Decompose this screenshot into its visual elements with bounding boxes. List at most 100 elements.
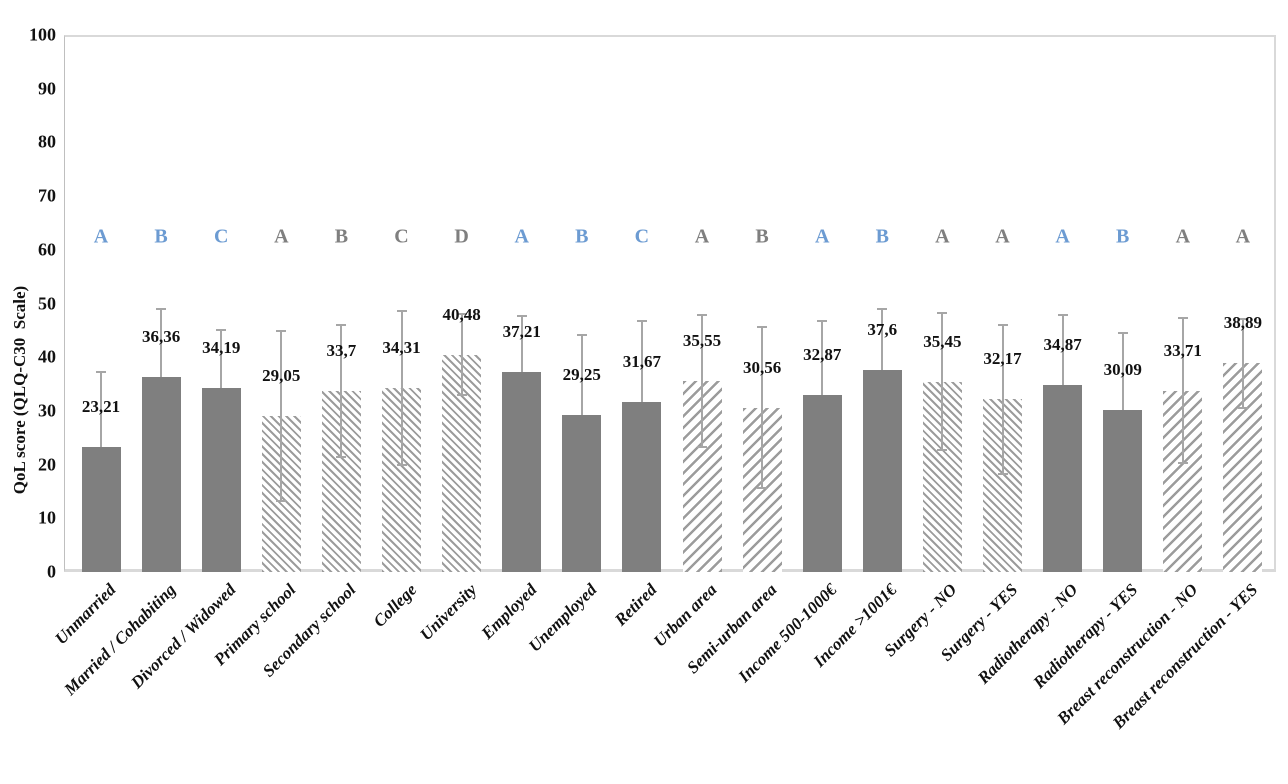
data-label-surgery-yes: 32,17 (983, 349, 1022, 369)
data-label-income-1001: 37,6 (867, 320, 898, 340)
error-bar-cap-top (1117, 332, 1128, 335)
y-tick-label: 70 (38, 185, 56, 206)
error-bar-cap-bottom (1237, 406, 1248, 409)
data-label-surgery-no: 35,45 (923, 331, 962, 351)
x-tick-label-university: University (415, 580, 481, 645)
error-bar-cap-top (396, 309, 407, 312)
significance-letter-breast-reconstruction-no: A (1175, 225, 1191, 248)
significance-letter-primary-school: A (274, 225, 289, 248)
error-bar-breast-reconstruction-yes (1241, 318, 1244, 408)
error-bar-cap-top (276, 329, 287, 332)
significance-letter-surgery-yes: A (995, 225, 1010, 248)
significance-letter-retired: C (634, 225, 650, 248)
error-bar-semi-urban-area (761, 327, 764, 489)
bar-radiotherapy-no (1043, 384, 1083, 572)
error-bar-cap-bottom (1177, 462, 1188, 465)
error-bar-unemployed (580, 335, 583, 415)
error-bar-university (460, 314, 463, 395)
error-bar-cap-bottom (697, 446, 707, 449)
error-bar-cap-top (516, 314, 527, 317)
data-label-college: 34,31 (382, 337, 421, 357)
bar-retired (622, 401, 662, 572)
significance-letter-university: D (454, 225, 469, 248)
data-label-radiotherapy-no: 34,87 (1043, 334, 1082, 354)
significance-letter-unmarried: A (93, 225, 109, 248)
bar-radiotherapy-yes (1103, 410, 1143, 572)
error-bar-cap-top (456, 313, 467, 316)
error-bar-cap-top (96, 371, 106, 374)
y-tick-label: 80 (38, 131, 56, 152)
error-bar-breast-reconstruction-no (1181, 318, 1184, 464)
y-axis-title: QoL score (QLQ-C30 Scale) (10, 285, 29, 495)
data-label-radiotherapy-yes: 30,09 (1103, 360, 1142, 380)
error-bar-surgery-yes (1001, 324, 1004, 474)
error-bar-cap-top (817, 319, 828, 322)
significance-letter-unemployed: B (575, 225, 589, 248)
error-bar-married-cohabiting (160, 309, 163, 377)
y-tick-label: 20 (38, 454, 56, 475)
data-label-breast-reconstruction-yes: 38,89 (1223, 313, 1263, 333)
data-label-unemployed: 29,25 (562, 364, 601, 384)
error-bar-radiotherapy-yes (1121, 333, 1124, 411)
error-bar-cap-bottom (757, 487, 768, 490)
error-bar-cap-top (877, 307, 888, 310)
significance-letter-urban-area: A (694, 225, 710, 248)
error-bar-employed (520, 315, 523, 373)
error-bar-cap-top (156, 308, 167, 311)
data-label-divorced-widowed: 34,19 (202, 338, 241, 358)
significance-letter-income-1001: B (875, 225, 889, 248)
data-label-university: 40,48 (442, 304, 481, 324)
bar-unmarried (81, 447, 121, 572)
data-label-secondary-school: 33,7 (326, 341, 357, 361)
error-bar-unmarried (100, 372, 102, 448)
significance-letter-surgery-no: A (935, 225, 950, 248)
error-bar-cap-bottom (396, 463, 407, 466)
error-bar-cap-top (216, 328, 227, 331)
y-tick-label: 90 (38, 78, 56, 99)
x-tick-label-divorced-widowed: Divorced / Widowed (127, 580, 240, 693)
error-bar-primary-school (280, 330, 283, 502)
significance-letter-radiotherapy-yes: B (1116, 225, 1130, 248)
error-bar-income-500-1000 (821, 320, 824, 396)
error-bar-cap-top (576, 334, 587, 337)
error-bar-cap-top (757, 326, 768, 329)
x-tick-label-radiotherapy-yes: Radiotherapy - YES (1029, 580, 1142, 693)
error-bar-cap-bottom (276, 500, 287, 503)
error-bar-cap-top (997, 323, 1008, 326)
error-bar-secondary-school (340, 324, 343, 458)
data-label-unmarried: 23,21 (81, 397, 121, 417)
bar-unemployed (562, 414, 602, 572)
significance-letter-radiotherapy-no: A (1055, 225, 1070, 248)
x-tick-label-retired: Retired (610, 580, 661, 630)
bar-divorced-widowed (201, 388, 241, 572)
significance-letter-divorced-widowed: C (213, 225, 229, 248)
data-label-urban-area: 35,55 (682, 331, 722, 351)
x-tick-label-married-cohabiting: Married / Cohabiting (60, 580, 180, 699)
error-bar-cap-top (697, 314, 707, 317)
significance-letter-semi-urban-area: B (755, 225, 769, 248)
bar-married-cohabiting (141, 376, 181, 572)
data-label-employed: 37,21 (502, 322, 541, 342)
chart-layer: 0 10 20 30 40 50 60 70 80 90 100 23,21 A Unmarried 36,… (29, 25, 1288, 784)
y-tick-label: 30 (38, 400, 56, 421)
y-tick-label: 40 (38, 346, 56, 367)
data-label-retired: 31,67 (622, 351, 662, 371)
y-tick-label: 50 (38, 293, 56, 313)
error-bar-cap-bottom (937, 448, 948, 451)
significance-letter-secondary-school: B (334, 225, 349, 248)
error-bar-cap-top (636, 320, 647, 323)
error-bar-cap-bottom (336, 456, 347, 459)
significance-letter-income-500-1000: A (814, 225, 830, 248)
data-label-primary-school: 29,05 (262, 366, 301, 385)
significance-letter-college: C (394, 225, 409, 248)
error-bar-cap-bottom (456, 393, 467, 396)
significance-letter-married-cohabiting: B (154, 225, 168, 248)
error-bar-urban-area (701, 315, 703, 448)
error-bar-cap-top (1237, 317, 1248, 320)
error-bar-cap-top (937, 312, 948, 315)
x-tick-label-college: College (369, 580, 420, 631)
error-bar-income-1001 (881, 308, 884, 371)
y-tick-label: 100 (29, 24, 56, 45)
bar-income-500-1000 (802, 395, 842, 572)
